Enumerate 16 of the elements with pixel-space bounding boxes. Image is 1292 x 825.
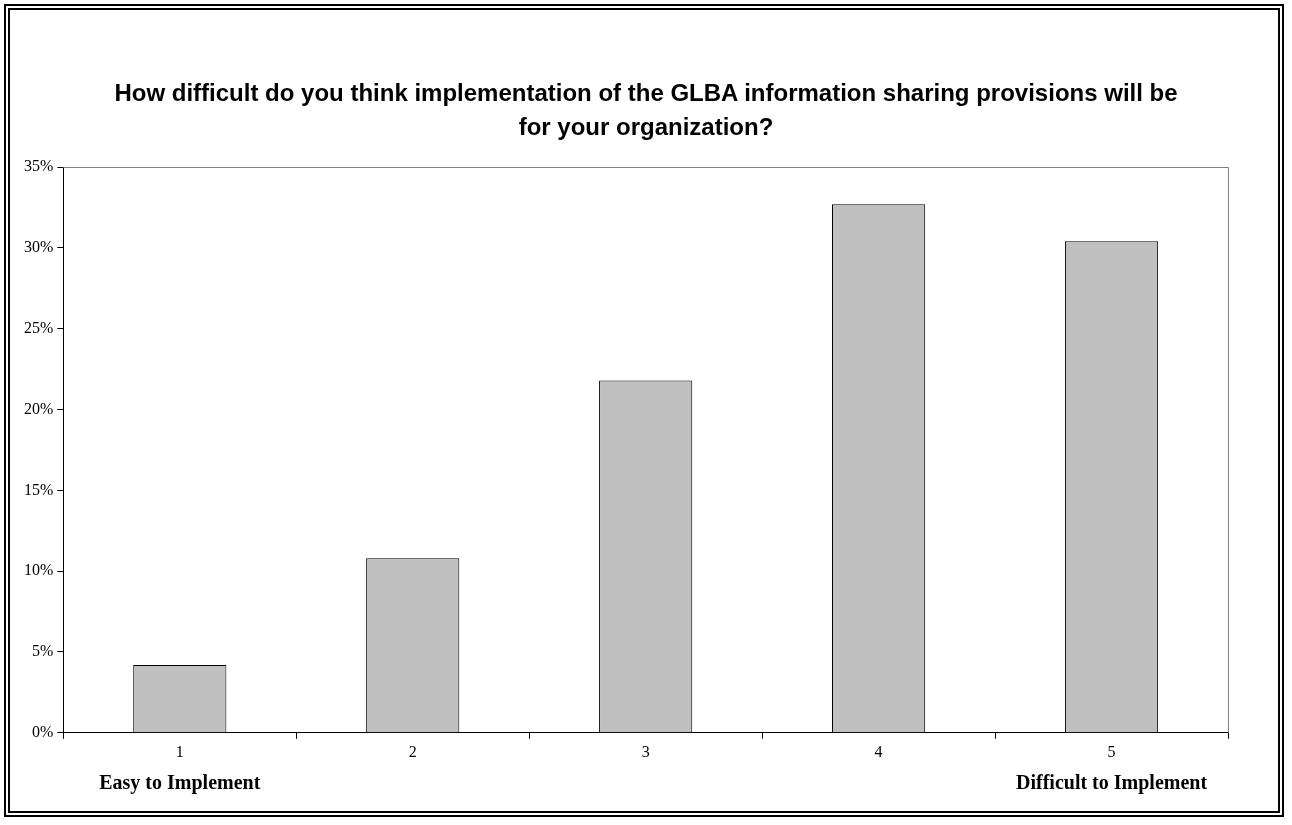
- y-tick-label: 5%: [32, 642, 54, 660]
- x-tick-label: 4: [874, 742, 883, 760]
- text: Difficult to Implement: [1015, 770, 1208, 794]
- x-tick-label: 2: [408, 742, 417, 760]
- y-tick-label: 20%: [24, 399, 54, 417]
- y-tick-label: 0%: [32, 723, 54, 740]
- x-tick-label: 1: [175, 742, 184, 760]
- text: Easy to Implement: [99, 770, 261, 794]
- x-tick-label: 5: [1107, 742, 1116, 760]
- y-tick-label: 30%: [24, 238, 54, 256]
- y-tick-label: 35%: [24, 157, 54, 175]
- y-tick-label: 25%: [24, 318, 54, 336]
- chart-title: How difficult do you think implementation of the GLBA information sharing provisions will be for your organization?: [113, 78, 1179, 142]
- y-tick-label: 10%: [24, 561, 54, 579]
- y-tick-label: 15%: [24, 480, 54, 498]
- x-tick-label: 3: [641, 742, 650, 760]
